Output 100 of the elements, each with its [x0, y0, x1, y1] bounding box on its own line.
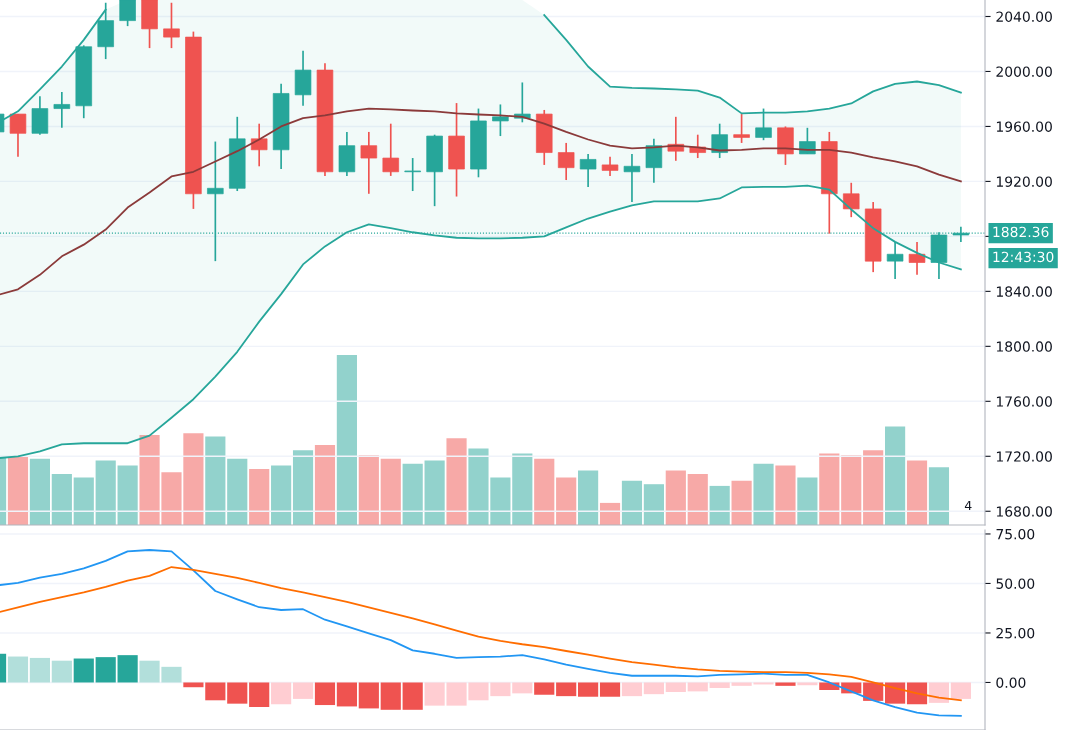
candlestick — [360, 131, 378, 195]
candlestick — [601, 155, 619, 177]
bar — [556, 477, 577, 525]
candlestick — [843, 181, 860, 218]
bar — [906, 682, 928, 705]
bar — [621, 682, 643, 697]
bar — [358, 682, 379, 709]
candlestick — [9, 113, 27, 158]
bar — [599, 682, 621, 697]
bar — [797, 477, 818, 525]
bar — [841, 455, 862, 525]
bar — [227, 458, 248, 525]
bar — [249, 468, 270, 525]
bar — [512, 453, 533, 525]
bar — [73, 477, 94, 525]
bar — [314, 682, 336, 706]
bar — [358, 455, 379, 525]
y-tick-label: 25.00 — [996, 627, 1035, 639]
candlestick — [250, 122, 268, 168]
candlestick — [163, 1, 180, 49]
bar — [885, 682, 906, 704]
bar — [578, 470, 599, 525]
bar — [687, 474, 708, 525]
bar — [578, 682, 599, 697]
bar — [775, 465, 796, 525]
y-tick-label: 1760.00 — [996, 396, 1052, 407]
candlestick — [382, 122, 399, 177]
candlestick — [119, 0, 136, 27]
candlestick — [579, 153, 597, 188]
bar — [709, 682, 730, 689]
y-tick-label: 1920.00 — [996, 176, 1052, 187]
bar — [271, 465, 292, 525]
bar — [227, 682, 248, 704]
candlestick — [492, 103, 509, 137]
candlestick — [908, 241, 926, 276]
y-tick-label: 50.00 — [996, 578, 1035, 589]
bar — [534, 682, 555, 695]
candlestick — [404, 157, 421, 192]
bar — [73, 658, 94, 683]
bar — [906, 460, 928, 525]
candlestick — [733, 113, 750, 144]
bar — [314, 445, 336, 525]
bar — [292, 682, 314, 699]
bar — [731, 480, 752, 525]
bar — [797, 682, 818, 686]
bar — [95, 460, 116, 525]
y-tick-label: 1840.00 — [996, 286, 1052, 297]
bar — [336, 355, 357, 525]
y-tick-label: 1720.00 — [996, 451, 1052, 462]
bar — [402, 682, 423, 710]
bar — [819, 453, 840, 525]
bar — [512, 682, 533, 694]
bar — [928, 467, 950, 525]
bar — [51, 660, 72, 683]
candlestick — [886, 241, 904, 280]
bar — [380, 682, 401, 710]
bar — [665, 682, 686, 692]
y-tick-label: 75.00 — [996, 528, 1035, 540]
bar — [95, 657, 116, 683]
candlestick — [557, 142, 575, 181]
ref-line-label: 1882.36 — [993, 226, 1049, 238]
bar — [556, 682, 577, 697]
bar — [446, 438, 467, 525]
bar — [249, 682, 270, 708]
candlestick — [645, 137, 663, 184]
bar — [950, 682, 971, 699]
bar — [534, 458, 555, 525]
bar — [183, 682, 204, 688]
bar — [928, 682, 950, 703]
candlestick — [711, 122, 728, 159]
bar — [753, 463, 774, 525]
bar — [117, 655, 138, 683]
bar — [863, 450, 884, 525]
y-tick-label: 0.00 — [996, 677, 1026, 688]
bar — [599, 502, 621, 525]
bar — [643, 682, 664, 695]
bar — [709, 485, 730, 525]
bar — [621, 480, 643, 525]
bar — [292, 450, 314, 525]
bar — [29, 657, 50, 683]
bar — [885, 426, 906, 525]
bar — [380, 458, 401, 525]
bar — [665, 470, 686, 525]
bar — [205, 682, 226, 701]
candlestick — [53, 91, 71, 129]
bar — [29, 458, 50, 525]
bar — [687, 682, 708, 692]
bar — [402, 463, 423, 525]
bar — [205, 436, 226, 525]
y-tick-label: 2000.00 — [996, 66, 1052, 77]
bar — [51, 474, 72, 525]
text: 12:43:30 — [993, 251, 1054, 263]
bar — [775, 682, 796, 686]
bar — [336, 682, 357, 707]
candlestick — [623, 153, 641, 203]
bar — [424, 460, 445, 525]
bar — [117, 465, 138, 525]
y-tick-label: 1800.00 — [996, 341, 1052, 352]
y-tick-label: 1680.00 — [996, 506, 1052, 517]
bar — [271, 682, 292, 705]
